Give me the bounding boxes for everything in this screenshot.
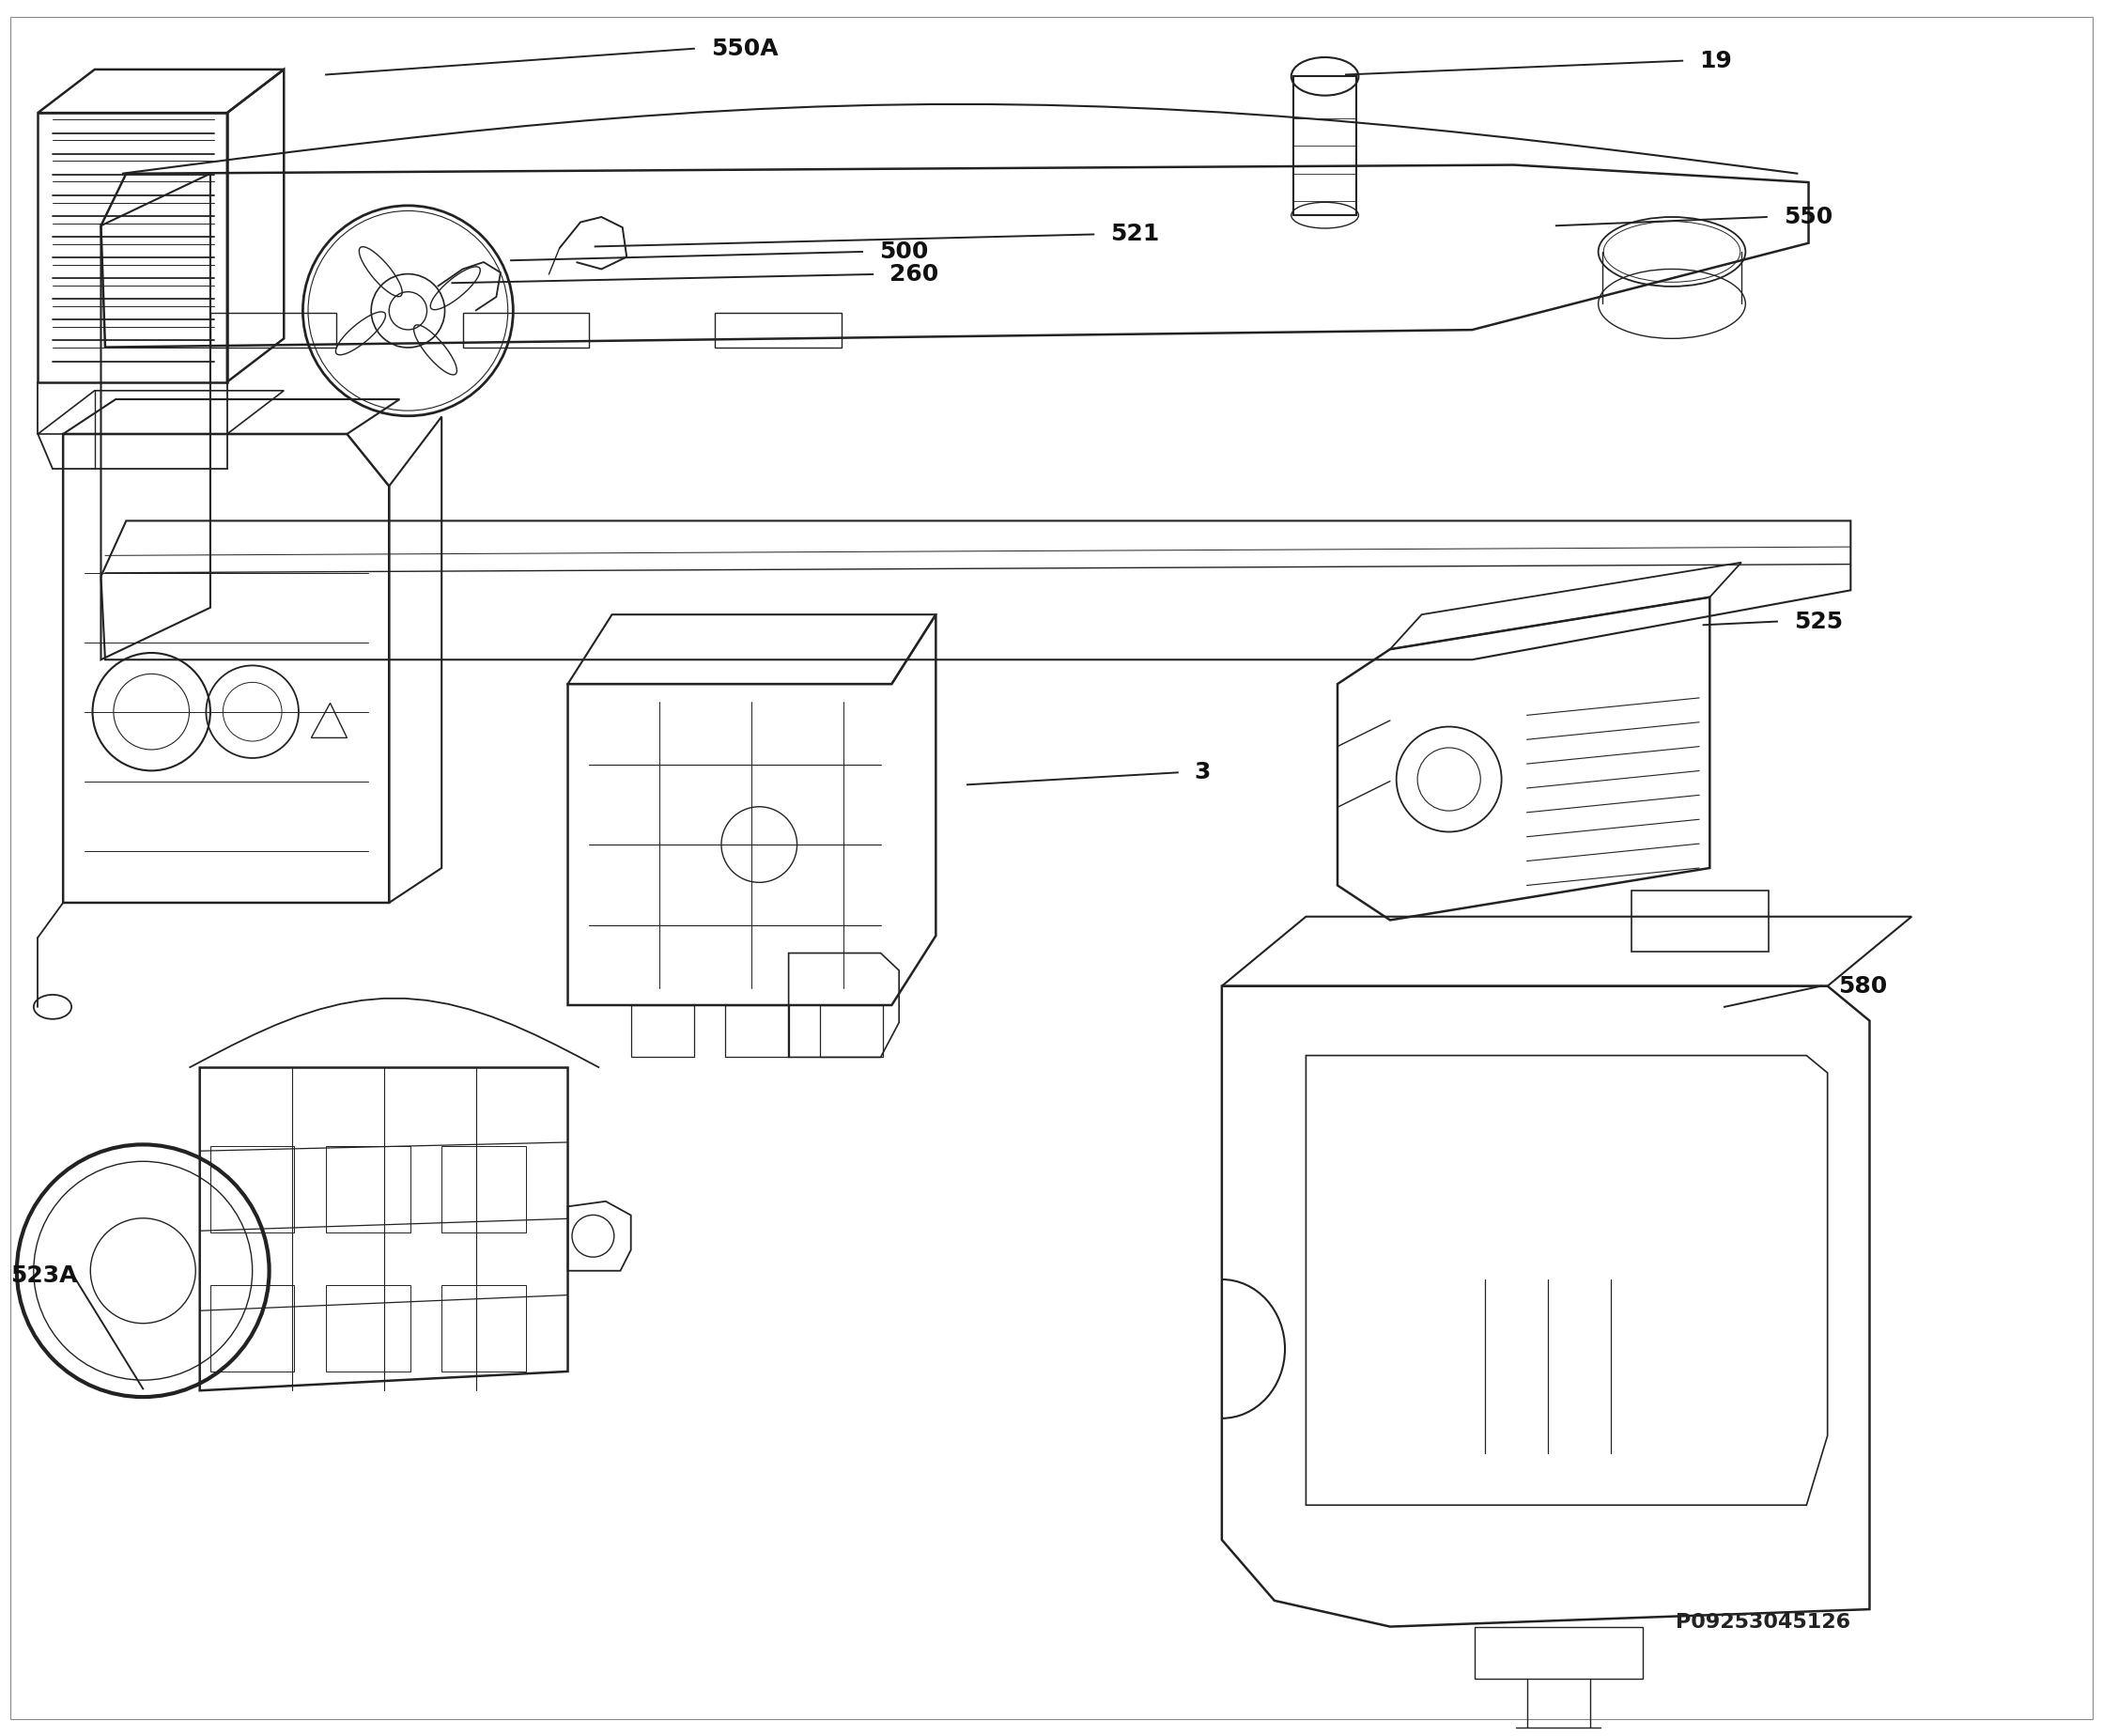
Text: 3: 3: [1195, 762, 1211, 783]
Text: 525: 525: [1794, 611, 1842, 632]
Text: 500: 500: [879, 241, 927, 262]
Text: P09253045126: P09253045126: [1676, 1613, 1851, 1632]
Text: 260: 260: [890, 264, 938, 285]
Text: 523A: 523A: [11, 1266, 78, 1286]
Text: 521: 521: [1110, 224, 1159, 245]
Text: 550: 550: [1783, 207, 1832, 227]
Text: 19: 19: [1699, 50, 1733, 71]
Text: 550A: 550A: [711, 38, 778, 59]
Text: 580: 580: [1838, 976, 1886, 996]
